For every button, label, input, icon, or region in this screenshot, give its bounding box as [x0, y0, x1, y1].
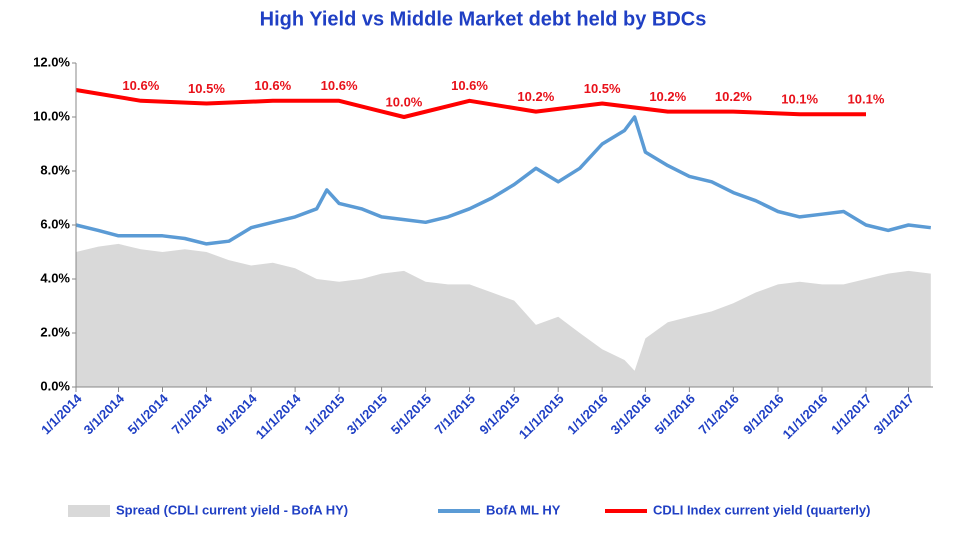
x-tick-label: 5/1/2014	[125, 390, 172, 437]
x-tick-label: 7/1/2014	[169, 390, 216, 437]
x-tick-label: 7/1/2016	[696, 391, 742, 437]
data-label: 10.5%	[584, 81, 621, 96]
data-label: 10.6%	[451, 78, 488, 93]
legend-label: CDLI Index current yield (quarterly)	[653, 502, 870, 517]
data-label: 10.6%	[321, 78, 358, 93]
x-tick-label: 3/1/2017	[871, 391, 917, 437]
data-label: 10.6%	[122, 78, 159, 93]
data-label: 10.1%	[848, 92, 885, 107]
data-label: 10.6%	[254, 78, 291, 93]
x-tick-label: 11/1/2016	[780, 391, 831, 442]
x-tick-label: 11/1/2014	[253, 390, 305, 442]
data-label: 10.2%	[649, 89, 686, 104]
y-tick-label: 0.0%	[40, 378, 70, 393]
x-tick-label: 5/1/2015	[388, 391, 434, 437]
data-label: 10.5%	[188, 81, 225, 96]
y-tick-label: 6.0%	[40, 216, 70, 231]
y-tick-label: 10.0%	[33, 108, 70, 123]
data-label: 10.0%	[386, 94, 423, 109]
x-tick-label: 1/1/2017	[828, 391, 874, 437]
x-tick-label: 3/1/2015	[344, 391, 390, 437]
x-tick-label: 11/1/2015	[516, 391, 567, 442]
x-tick-label: 3/1/2016	[608, 391, 654, 437]
x-tick-label: 7/1/2015	[432, 391, 478, 437]
x-tick-label: 1/1/2015	[301, 391, 347, 437]
spread-area	[76, 243, 931, 387]
x-tick-label: 1/1/2016	[564, 391, 610, 437]
legend-label: BofA ML HY	[486, 502, 561, 517]
y-tick-label: 2.0%	[40, 324, 70, 339]
x-tick-label: 3/1/2014	[81, 390, 128, 437]
legend-swatch	[68, 505, 110, 517]
data-label: 10.2%	[517, 89, 554, 104]
y-tick-label: 4.0%	[40, 270, 70, 285]
data-label: 10.2%	[715, 89, 752, 104]
y-tick-label: 8.0%	[40, 162, 70, 177]
y-tick-label: 12.0%	[33, 54, 70, 69]
x-tick-label: 1/1/2014	[38, 390, 85, 437]
x-tick-label: 5/1/2016	[652, 391, 698, 437]
series-line	[75, 88, 866, 119]
series-line	[75, 115, 932, 246]
data-label: 10.1%	[781, 92, 818, 107]
legend-label: Spread (CDLI current yield - BofA HY)	[116, 502, 348, 517]
chart-title: High Yield vs Middle Market debt held by…	[260, 8, 707, 30]
